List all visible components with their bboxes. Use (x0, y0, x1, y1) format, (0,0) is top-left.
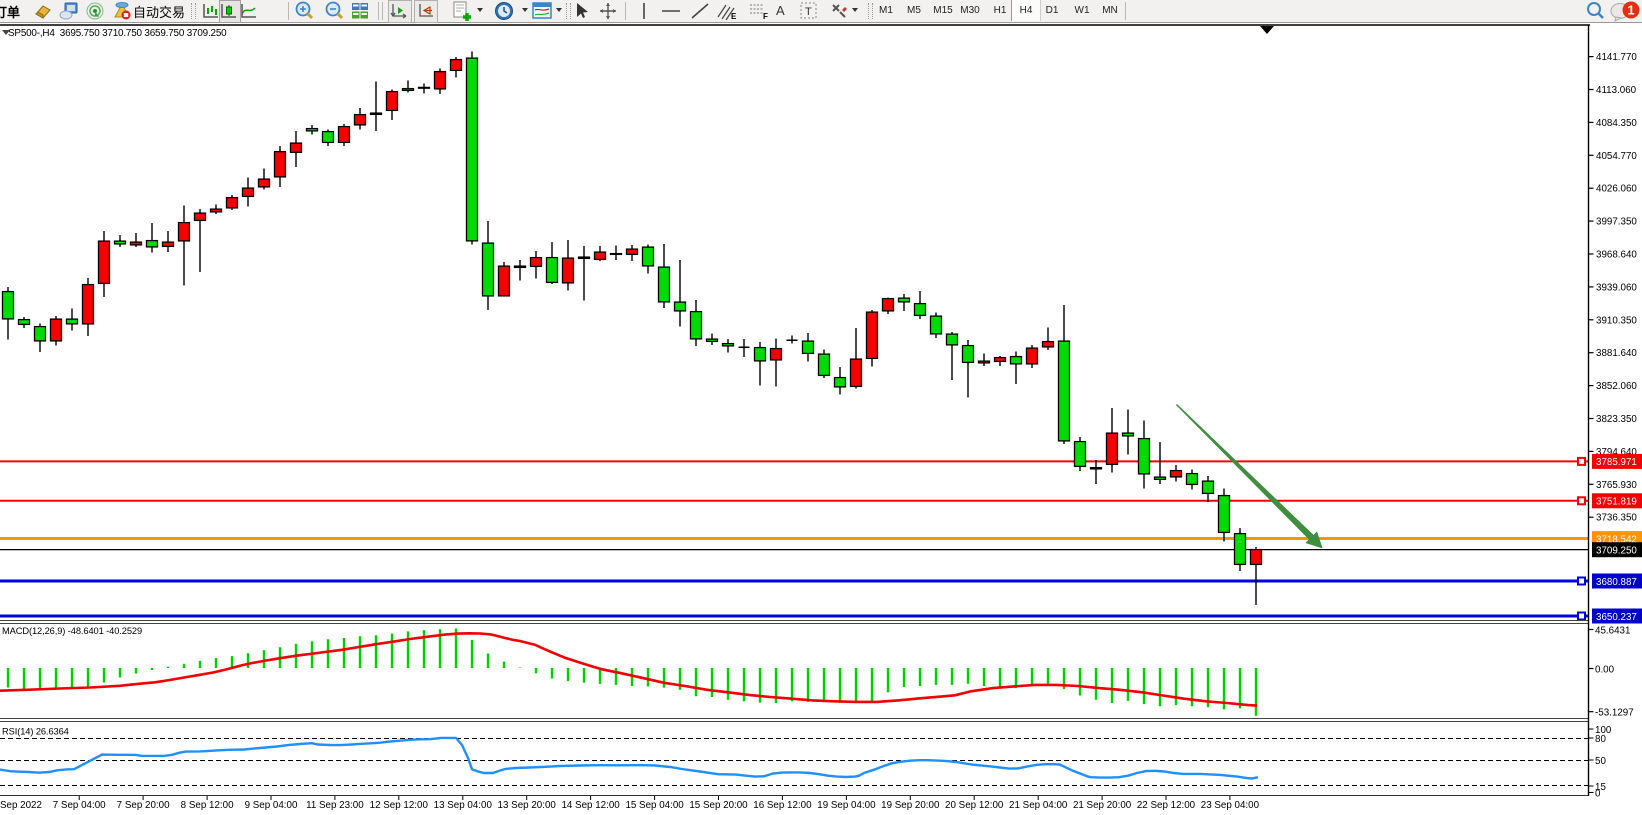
svg-text:E: E (731, 12, 737, 21)
svg-text:21 Sep 20:00: 21 Sep 20:00 (1073, 800, 1132, 810)
svg-text:20 Sep 12:00: 20 Sep 12:00 (945, 800, 1004, 810)
svg-text:0.00: 0.00 (1595, 665, 1615, 676)
svg-text:SP500-,H4 3695.750 3710.750 3: SP500-,H4 3695.750 3710.750 3659.750 370… (8, 28, 227, 39)
svg-text:15 Sep 20:00: 15 Sep 20:00 (689, 800, 748, 810)
svg-text:4084.350: 4084.350 (1596, 118, 1637, 129)
svg-text:T: T (805, 6, 812, 18)
svg-text:14 Sep 12:00: 14 Sep 12:00 (561, 800, 620, 810)
svg-text:3736.350: 3736.350 (1596, 513, 1637, 524)
svg-text:100: 100 (1595, 725, 1612, 736)
svg-text:15 Sep 04:00: 15 Sep 04:00 (625, 800, 684, 810)
svg-text:4113.060: 4113.060 (1596, 85, 1637, 96)
svg-text:11 Sep 23:00: 11 Sep 23:00 (306, 800, 364, 810)
svg-text:1: 1 (1627, 3, 1634, 18)
svg-text:MACD(12,26,9) -48.6401 -40.252: MACD(12,26,9) -48.6401 -40.2529 (2, 626, 142, 636)
svg-text:13 Sep 04:00: 13 Sep 04:00 (434, 800, 493, 810)
svg-text:50: 50 (1595, 756, 1606, 767)
svg-text:80: 80 (1595, 734, 1606, 745)
svg-text:3910.350: 3910.350 (1596, 315, 1637, 326)
svg-text:3939.060: 3939.060 (1596, 282, 1637, 293)
svg-text:45.6431: 45.6431 (1595, 626, 1630, 637)
svg-text:9 Sep 04:00: 9 Sep 04:00 (245, 800, 298, 810)
svg-text:3823.350: 3823.350 (1596, 414, 1637, 425)
svg-text:23 Sep 04:00: 23 Sep 04:00 (1201, 800, 1260, 810)
svg-text:7 Sep 04:00: 7 Sep 04:00 (53, 800, 106, 810)
svg-text:3785.971: 3785.971 (1596, 457, 1637, 468)
svg-text:Sep 2022: Sep 2022 (0, 800, 42, 810)
svg-text:15: 15 (1595, 782, 1606, 793)
svg-text:8 Sep 12:00: 8 Sep 12:00 (181, 800, 234, 810)
svg-text:19 Sep 20:00: 19 Sep 20:00 (881, 800, 940, 810)
svg-text:22 Sep 12:00: 22 Sep 12:00 (1137, 800, 1196, 810)
svg-text:3751.819: 3751.819 (1596, 497, 1637, 508)
svg-text:3765.930: 3765.930 (1596, 480, 1637, 491)
svg-text:13 Sep 20:00: 13 Sep 20:00 (498, 800, 557, 810)
svg-text:4054.770: 4054.770 (1596, 151, 1637, 162)
svg-text:-53.1297: -53.1297 (1595, 708, 1634, 719)
svg-text:F: F (763, 12, 768, 21)
svg-text:21 Sep 04:00: 21 Sep 04:00 (1009, 800, 1068, 810)
svg-text:0: 0 (1595, 789, 1601, 800)
svg-text:3881.640: 3881.640 (1596, 348, 1637, 359)
svg-text:3997.350: 3997.350 (1596, 217, 1637, 228)
svg-text:16 Sep 12:00: 16 Sep 12:00 (753, 800, 812, 810)
svg-text:19 Sep 04:00: 19 Sep 04:00 (817, 800, 876, 810)
svg-text:4141.770: 4141.770 (1596, 52, 1637, 63)
svg-text:RSI(14) 26.6364: RSI(14) 26.6364 (2, 727, 69, 737)
svg-text:3794.640: 3794.640 (1596, 447, 1637, 458)
svg-text:3852.060: 3852.060 (1596, 381, 1637, 392)
svg-text:3680.887: 3680.887 (1596, 577, 1637, 588)
svg-text:12 Sep 12:00: 12 Sep 12:00 (370, 800, 429, 810)
svg-text:3718.542: 3718.542 (1596, 534, 1637, 545)
svg-text:7 Sep 20:00: 7 Sep 20:00 (117, 800, 170, 810)
svg-text:3968.640: 3968.640 (1596, 250, 1637, 261)
svg-text:3709.250: 3709.250 (1596, 546, 1637, 557)
svg-text:3650.237: 3650.237 (1596, 612, 1637, 623)
svg-text:4026.060: 4026.060 (1596, 184, 1637, 195)
